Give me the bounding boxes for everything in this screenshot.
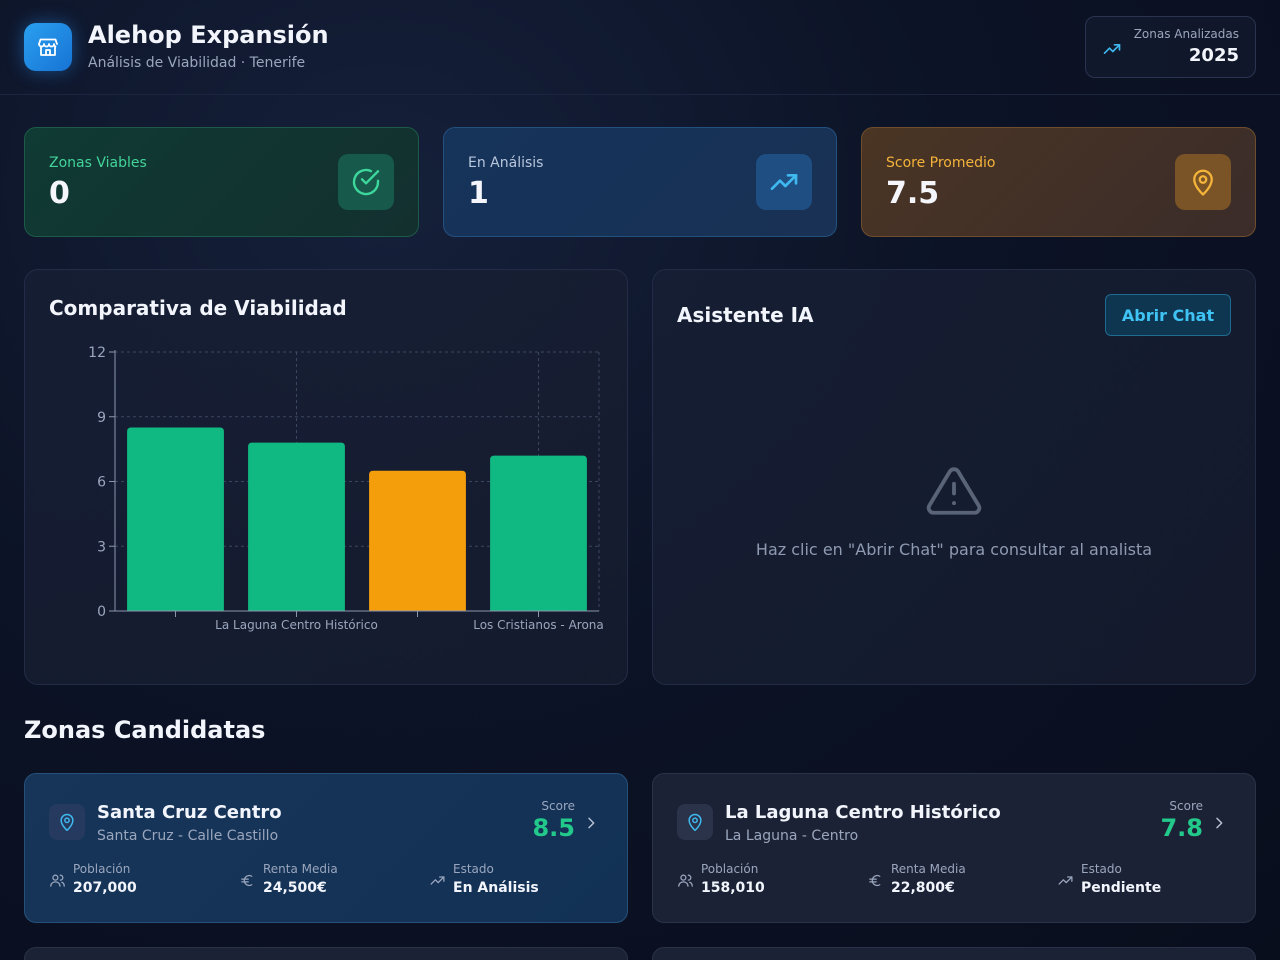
app-header: Alehop Expansión Análisis de Viabilidad … [0,0,1280,95]
y-tick-label: 0 [97,604,106,620]
app-title: Alehop Expansión [88,21,329,49]
zone-card[interactable]: Santa Cruz Centro Santa Cruz - Calle Cas… [24,773,628,923]
ai-assistant-panel: Asistente IA Abrir Chat Haz clic en "Abr… [652,269,1256,685]
chart-panel: Comparativa de Viabilidad 0 3 6 9 12 La Lagun… [24,269,628,685]
stat-value: 0 [49,176,70,211]
open-chat-button[interactable]: Abrir Chat [1105,294,1231,336]
store-icon[interactable] [24,23,72,71]
chart-bar [127,427,224,611]
metric-label: Estado [453,862,494,876]
x-tick-label: Los Cristianos - Arona [473,618,604,632]
analyzed-value: 2025 [1188,45,1239,66]
metric-value: 207,000 [73,880,137,896]
chevron-right-icon[interactable] [1211,814,1227,836]
alert-triangle-icon [923,462,985,524]
stat-value: 7.5 [886,176,940,211]
trending-up-icon [1102,39,1122,63]
metric-label: Población [701,862,759,876]
stat-card-avg-score: Score Promedio 7.5 [861,127,1256,237]
analyzed-zones-badge: Zonas Analizadas 2025 [1085,16,1256,78]
score-value: 7.8 [1160,814,1203,842]
chart-title: Comparativa de Viabilidad [49,296,347,320]
zone-card[interactable] [24,947,628,960]
metric-label: Población [73,862,131,876]
y-tick-label: 12 [88,345,106,361]
stat-card-in-analysis: En Análisis 1 [443,127,837,237]
map-pin-icon [1175,154,1231,210]
score-label: Score [1169,799,1203,813]
chevron-right-icon[interactable] [583,814,599,836]
app-subtitle: Análisis de Viabilidad · Tenerife [88,55,306,71]
euro-icon [239,872,256,893]
y-tick-label: 6 [97,475,106,491]
map-pin-icon [49,804,85,840]
chart-bar [490,455,587,611]
viability-bar-chart: 0 3 6 9 12 La Laguna Centro Histórico Los Cris… [88,345,604,632]
score-label: Score [541,799,575,813]
stat-card-viable: Zonas Viables 0 [24,127,419,237]
metric-value: 22,800€ [891,880,955,896]
stat-label: En Análisis [468,155,544,171]
y-tick-label: 9 [97,410,106,426]
stat-value: 1 [468,176,489,211]
ai-panel-title: Asistente IA [677,303,814,327]
score-value: 8.5 [532,814,575,842]
metric-value: En Análisis [453,880,539,896]
zone-card[interactable] [652,947,1256,960]
metric-label: Estado [1081,862,1122,876]
users-icon [677,872,694,893]
analyzed-label: Zonas Analizadas [1133,27,1239,41]
y-tick-label: 3 [97,539,106,555]
metric-value: 158,010 [701,880,765,896]
check-circle-icon [338,154,394,210]
trending-up-icon [1057,872,1074,893]
ai-hint-text: Haz clic en "Abrir Chat" para consultar … [755,540,1153,559]
zone-location: Santa Cruz - Calle Castillo [97,828,279,844]
metric-value: 24,500€ [263,880,327,896]
stat-label: Zonas Viables [49,155,147,171]
zone-name: Santa Cruz Centro [97,802,282,823]
chart-bar [369,470,466,611]
section-title: Zonas Candidatas [24,716,266,744]
zone-card[interactable]: La Laguna Centro Histórico La Laguna - C… [652,773,1256,923]
zone-name: La Laguna Centro Histórico [725,802,1001,823]
users-icon [49,872,66,893]
metric-label: Renta Media [891,862,966,876]
chart-bar [248,442,345,611]
metric-value: Pendiente [1081,880,1162,896]
map-pin-icon [677,804,713,840]
x-tick-label: La Laguna Centro Histórico [215,618,378,632]
trending-up-icon [756,154,812,210]
trending-up-icon [429,872,446,893]
zone-location: La Laguna - Centro [725,828,859,844]
metric-label: Renta Media [263,862,338,876]
euro-icon [867,872,884,893]
stat-label: Score Promedio [886,155,996,171]
